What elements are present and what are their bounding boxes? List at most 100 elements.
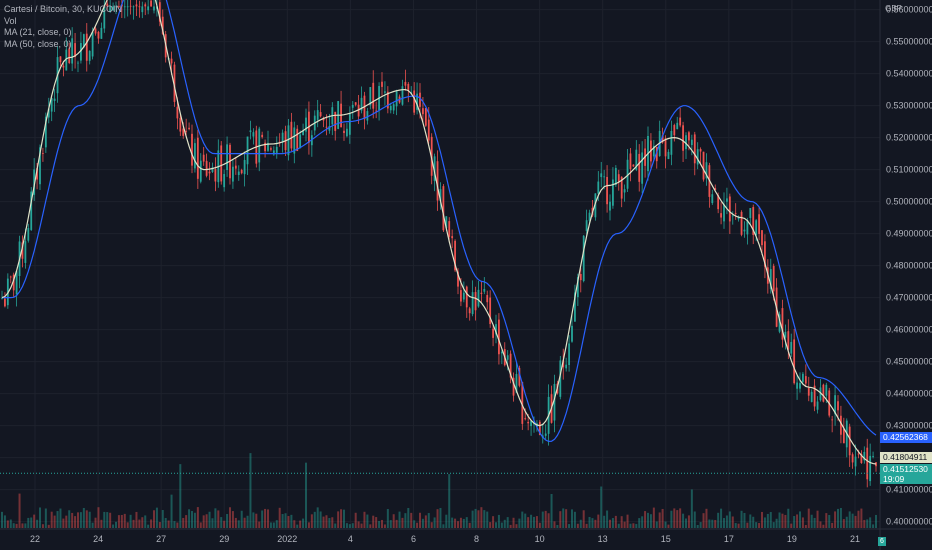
candle-body bbox=[77, 62, 79, 64]
candle-body bbox=[784, 331, 787, 338]
volume-bar bbox=[538, 522, 541, 528]
volume-bar bbox=[489, 522, 492, 528]
volume-bar bbox=[755, 522, 758, 528]
candle-body bbox=[544, 433, 547, 436]
volume-bar bbox=[787, 508, 790, 528]
volume-bar bbox=[872, 524, 875, 528]
volume-bar bbox=[451, 517, 454, 528]
candle-body bbox=[21, 242, 24, 259]
candle-body bbox=[734, 212, 737, 214]
volume-bar bbox=[220, 517, 223, 528]
candle-body bbox=[316, 110, 319, 120]
volume-bar bbox=[579, 519, 582, 528]
volume-bar bbox=[135, 511, 138, 528]
volume-bar bbox=[59, 508, 62, 528]
legend-ma50[interactable]: MA (50, close, 0) bbox=[4, 38, 72, 49]
legend-title[interactable]: Cartesi / Bitcoin, 30, KUCOIN bbox=[4, 4, 123, 14]
volume-bar bbox=[670, 510, 673, 528]
volume-bar bbox=[588, 516, 591, 528]
candle-body bbox=[427, 119, 430, 141]
candle-body bbox=[597, 181, 600, 194]
volume-bar bbox=[632, 523, 635, 528]
candle-body bbox=[848, 426, 851, 456]
y-tick-label: 0.48000000 bbox=[886, 261, 932, 271]
x-tick-label: 15 bbox=[661, 534, 671, 544]
candle-body bbox=[33, 169, 36, 195]
candle-body bbox=[366, 111, 369, 121]
y-tick-label: 0.47000000 bbox=[886, 293, 932, 303]
candle-body bbox=[682, 125, 684, 151]
candle-body bbox=[384, 91, 386, 93]
candle-body bbox=[831, 419, 834, 421]
volume-bar bbox=[328, 517, 331, 528]
volume-bar bbox=[150, 519, 153, 528]
candle-body bbox=[802, 373, 804, 382]
volume-bar bbox=[457, 521, 459, 528]
volume-bar bbox=[550, 493, 553, 528]
volume-bar bbox=[383, 524, 386, 528]
candle-body bbox=[290, 121, 293, 149]
candle-body bbox=[191, 133, 193, 166]
ma50-series-line bbox=[2, 0, 877, 443]
volume-bar bbox=[272, 522, 275, 528]
volume-bar bbox=[749, 514, 752, 528]
volume-bar bbox=[869, 517, 872, 528]
volume-bar bbox=[693, 511, 696, 528]
candle-body bbox=[480, 292, 483, 295]
candle-body bbox=[489, 297, 492, 325]
volume-bar bbox=[617, 523, 620, 528]
volume-bar bbox=[153, 510, 155, 528]
candle-body bbox=[74, 43, 76, 58]
candle-body bbox=[270, 148, 272, 150]
currency-label[interactable]: GBP bbox=[885, 4, 902, 13]
volume-bar bbox=[480, 507, 483, 528]
candle-body bbox=[693, 134, 696, 164]
legend-ma21[interactable]: MA (21, close, 0) bbox=[4, 27, 72, 37]
candle-body bbox=[196, 137, 199, 179]
candle-body bbox=[445, 216, 448, 229]
candle-body bbox=[118, 6, 120, 7]
volume-bar bbox=[530, 514, 533, 528]
candle-body bbox=[126, 6, 129, 8]
volume-bar bbox=[363, 511, 366, 528]
volume-bar bbox=[401, 517, 404, 528]
volume-bar bbox=[88, 511, 91, 528]
candle-body bbox=[854, 456, 857, 467]
volume-bar bbox=[834, 511, 837, 528]
volume-bar bbox=[875, 514, 877, 528]
candle-body bbox=[664, 138, 667, 157]
volume-bar bbox=[761, 511, 763, 528]
candle-body bbox=[275, 146, 278, 153]
candle-body bbox=[527, 421, 530, 424]
volume-bar bbox=[378, 520, 381, 528]
candle-body bbox=[237, 171, 240, 176]
time-axis[interactable]: 22 24 27 29 2022 4 6 8 10 13 15 17 19 21 bbox=[30, 534, 860, 544]
candle-body bbox=[115, 6, 117, 8]
volume-bar bbox=[6, 520, 9, 528]
candle-body bbox=[462, 292, 465, 300]
volume-bar bbox=[299, 520, 302, 528]
candle-body bbox=[24, 241, 27, 263]
candle-body bbox=[749, 208, 752, 219]
volume-bar bbox=[658, 512, 661, 528]
volume-bar bbox=[50, 511, 53, 528]
candle-body bbox=[15, 271, 18, 295]
volume-bar bbox=[296, 524, 299, 528]
volume-bar bbox=[103, 511, 106, 528]
legend-vol[interactable]: Vol bbox=[4, 15, 17, 26]
volume-bar bbox=[196, 507, 199, 528]
candle-body bbox=[264, 142, 266, 152]
volume-bar bbox=[205, 514, 208, 528]
candle-body bbox=[30, 191, 33, 230]
volume-bar bbox=[47, 524, 50, 528]
volume-bar bbox=[164, 517, 167, 528]
volume-bar bbox=[141, 517, 144, 528]
candle-body bbox=[521, 381, 524, 424]
volume-bar bbox=[559, 511, 562, 528]
candle-body bbox=[731, 215, 734, 217]
volume-bar bbox=[848, 511, 851, 528]
candle-body bbox=[132, 6, 135, 8]
candle-body bbox=[866, 447, 869, 480]
candle-body bbox=[778, 314, 781, 332]
